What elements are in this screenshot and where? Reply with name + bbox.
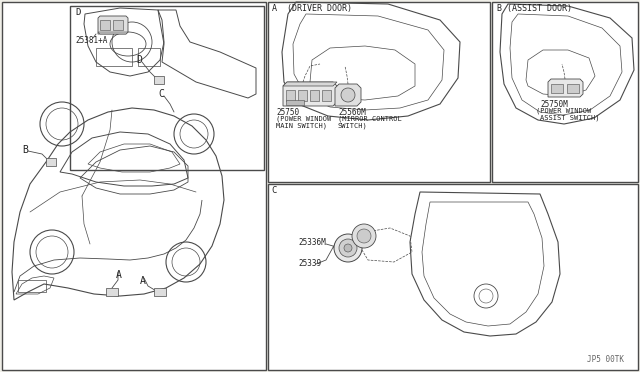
Bar [18, 280, 46, 292]
Polygon shape [548, 79, 583, 97]
Text: (POWER WINDOW: (POWER WINDOW [276, 115, 332, 122]
Bar [138, 48, 160, 66]
Text: 25750M: 25750M [540, 100, 568, 109]
Bar [567, 84, 579, 93]
Bar [492, 2, 638, 182]
Polygon shape [335, 84, 361, 106]
Circle shape [344, 244, 352, 252]
Bar [46, 158, 56, 166]
Polygon shape [283, 82, 337, 106]
Polygon shape [98, 16, 128, 34]
Text: D: D [136, 55, 142, 65]
Text: 25381+A: 25381+A [75, 36, 108, 45]
Bar [286, 100, 304, 105]
Bar [154, 76, 164, 84]
Bar [268, 184, 638, 370]
Circle shape [357, 229, 371, 243]
Text: A: A [116, 270, 122, 280]
Polygon shape [98, 32, 128, 34]
Bar [100, 20, 110, 30]
Text: A  (DRIVER DOOR): A (DRIVER DOOR) [272, 4, 352, 13]
Circle shape [352, 224, 376, 248]
Text: (POWER WINDOW: (POWER WINDOW [536, 107, 591, 113]
Bar [268, 2, 490, 182]
Text: 25560M: 25560M [338, 108, 365, 117]
Text: ASSIST SWITCH): ASSIST SWITCH) [540, 114, 600, 121]
Circle shape [334, 234, 362, 262]
Text: JP5 00TK: JP5 00TK [587, 355, 624, 364]
Text: C: C [271, 186, 276, 195]
Circle shape [341, 88, 355, 102]
Bar [106, 288, 118, 296]
Text: SWITCH): SWITCH) [338, 122, 368, 128]
Bar [322, 90, 331, 101]
Text: 25750: 25750 [276, 108, 299, 117]
Bar [154, 288, 166, 296]
Bar [298, 90, 307, 101]
Text: MAIN SWITCH): MAIN SWITCH) [276, 122, 327, 128]
Bar [286, 90, 295, 101]
Text: (MIRROR CONTROL: (MIRROR CONTROL [338, 115, 402, 122]
Bar [96, 48, 132, 66]
Text: 25336M: 25336M [298, 237, 326, 247]
Bar [2, 2, 266, 370]
Circle shape [339, 239, 357, 257]
Text: B: B [22, 145, 28, 155]
Text: B (ASSIST DOOR): B (ASSIST DOOR) [497, 4, 572, 13]
Bar [310, 90, 319, 101]
Text: C: C [158, 89, 164, 99]
Text: D: D [75, 8, 81, 17]
Bar [70, 6, 264, 170]
Text: A: A [140, 276, 146, 286]
Bar [551, 84, 563, 93]
Bar [113, 20, 123, 30]
Text: 25339: 25339 [298, 260, 321, 269]
Polygon shape [283, 82, 337, 86]
